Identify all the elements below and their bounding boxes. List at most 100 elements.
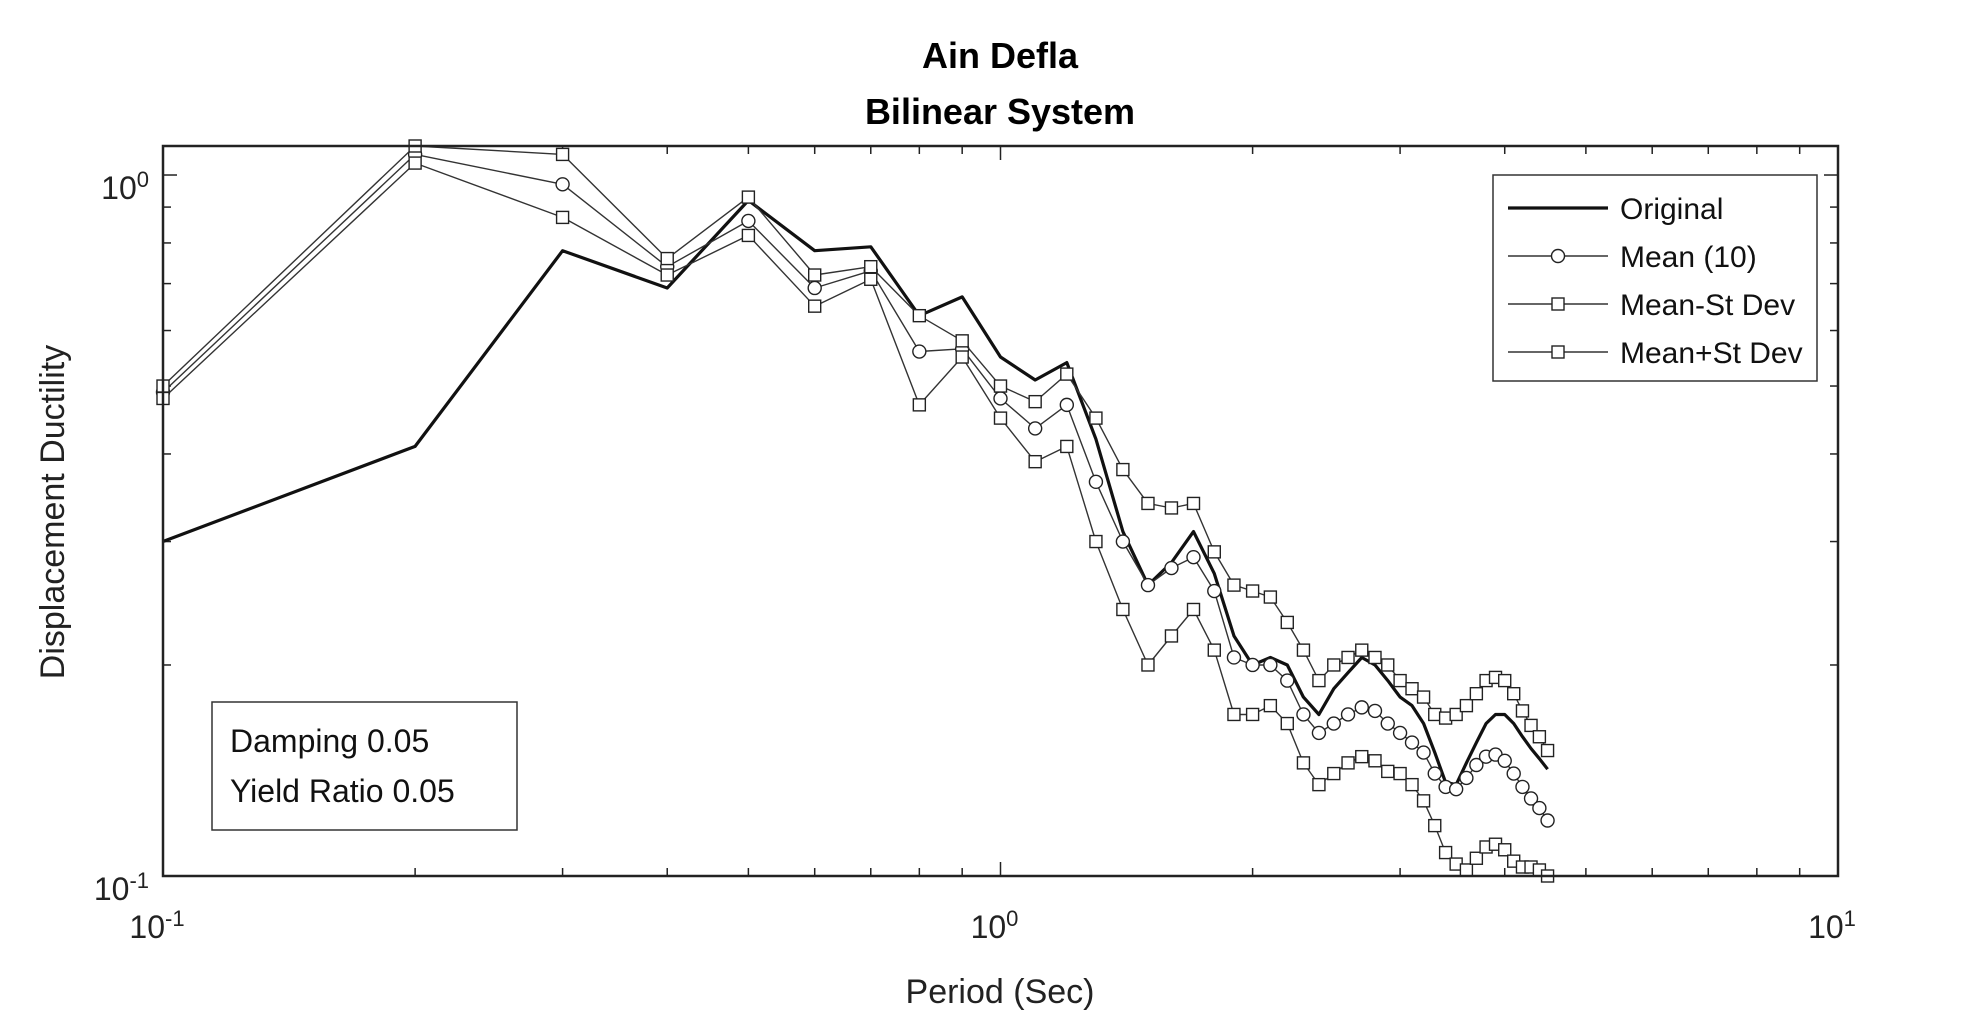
data-point <box>1532 800 1547 816</box>
data-point <box>808 268 822 282</box>
data-point <box>955 350 969 364</box>
data-point <box>1416 690 1431 704</box>
annotation-box: Damping 0.05 Yield Ratio 0.05 <box>211 701 518 831</box>
legend-marker <box>1551 297 1565 311</box>
data-point <box>1515 779 1530 795</box>
data-point <box>1523 791 1539 806</box>
annotation-frame <box>211 701 518 831</box>
data-point <box>1312 777 1326 792</box>
y-tick-label: 100 <box>101 167 149 206</box>
data-point <box>1280 615 1294 630</box>
data-point <box>807 280 822 296</box>
plot-area-frame <box>161 144 1840 878</box>
data-point <box>741 213 756 229</box>
data-point <box>1381 764 1395 779</box>
data-point <box>1164 560 1179 576</box>
data-point <box>1340 707 1356 722</box>
data-point <box>1263 590 1278 604</box>
data-point <box>1448 781 1464 797</box>
data-point <box>1416 794 1431 808</box>
data-point <box>1326 716 1341 731</box>
data-point <box>1312 673 1326 688</box>
data-point <box>1207 545 1221 559</box>
data-point <box>1469 851 1484 865</box>
data-point <box>1060 367 1074 381</box>
data-point <box>1226 650 1242 665</box>
data-point <box>1116 462 1130 477</box>
series-layer <box>155 139 1555 883</box>
data-point <box>1506 766 1521 781</box>
data-point <box>993 411 1008 425</box>
data-point <box>1341 650 1355 665</box>
data-point <box>1059 397 1075 413</box>
data-point <box>1327 766 1341 781</box>
data-point <box>1207 643 1221 657</box>
data-point <box>864 259 878 274</box>
data-point <box>864 272 878 286</box>
data-point <box>1263 698 1278 713</box>
data-point <box>1367 703 1383 719</box>
data-point <box>408 156 422 170</box>
data-point <box>1428 818 1442 833</box>
data-point <box>1540 743 1555 758</box>
data-point <box>1392 725 1408 741</box>
data-point <box>1368 650 1382 665</box>
data-point <box>1405 777 1419 792</box>
y-axis-ticks: 10-1 100 <box>94 167 1838 907</box>
data-point <box>1368 754 1382 768</box>
legend-label: Mean+St Dev <box>1620 337 1803 370</box>
data-point <box>1028 394 1042 409</box>
data-point <box>993 391 1008 406</box>
data-point <box>1089 534 1103 549</box>
data-point <box>1532 730 1547 744</box>
data-point <box>1060 439 1074 454</box>
series-line <box>162 198 1549 787</box>
data-point <box>741 190 756 204</box>
data-point <box>1164 629 1179 643</box>
data-point <box>1459 863 1474 877</box>
data-point <box>912 398 927 412</box>
data-point <box>1027 421 1043 436</box>
series-4 <box>156 139 1555 758</box>
data-point <box>1263 657 1278 673</box>
series-3 <box>156 156 1555 883</box>
annotation-yield-ratio: Yield Ratio 0.05 <box>230 773 455 809</box>
data-point <box>1028 454 1042 469</box>
chart-title: Ain Defla <box>922 35 1079 76</box>
data-point <box>1089 411 1103 425</box>
y-axis-label: Displacement Ductility <box>34 345 72 679</box>
y-tick-label: 10-1 <box>94 868 149 907</box>
data-point <box>1469 686 1484 701</box>
series-2 <box>155 147 1555 828</box>
legend-entry: Mean-St Dev <box>1508 289 1795 322</box>
data-point <box>555 177 570 192</box>
x-axis-label: Period (Sec) <box>906 973 1095 1011</box>
x-axis-ticks: 10-1 100 101 <box>129 146 1856 945</box>
data-point <box>1393 766 1407 781</box>
data-point <box>1355 749 1369 764</box>
data-point <box>741 228 756 243</box>
data-point <box>1341 756 1355 770</box>
data-point <box>1186 602 1201 617</box>
data-point <box>1245 707 1260 722</box>
data-point <box>1404 735 1420 750</box>
data-point <box>1498 843 1512 857</box>
data-point <box>1116 602 1130 617</box>
data-point <box>1311 725 1327 741</box>
legend-marker <box>1550 248 1566 264</box>
data-point <box>912 308 927 323</box>
data-point <box>1459 698 1474 713</box>
legend-marker <box>1551 345 1565 359</box>
data-point <box>1296 643 1311 657</box>
data-point <box>1296 707 1311 722</box>
x-tick-label: 10-1 <box>129 906 184 945</box>
data-point <box>1498 673 1512 688</box>
x-tick-label: 101 <box>1808 906 1856 945</box>
data-point <box>1227 707 1241 722</box>
legend-label: Mean (10) <box>1620 241 1757 274</box>
legend-entry: Mean+St Dev <box>1508 337 1803 370</box>
data-point <box>660 251 674 266</box>
data-point <box>1469 757 1484 773</box>
legend-entry: Original <box>1508 193 1723 226</box>
